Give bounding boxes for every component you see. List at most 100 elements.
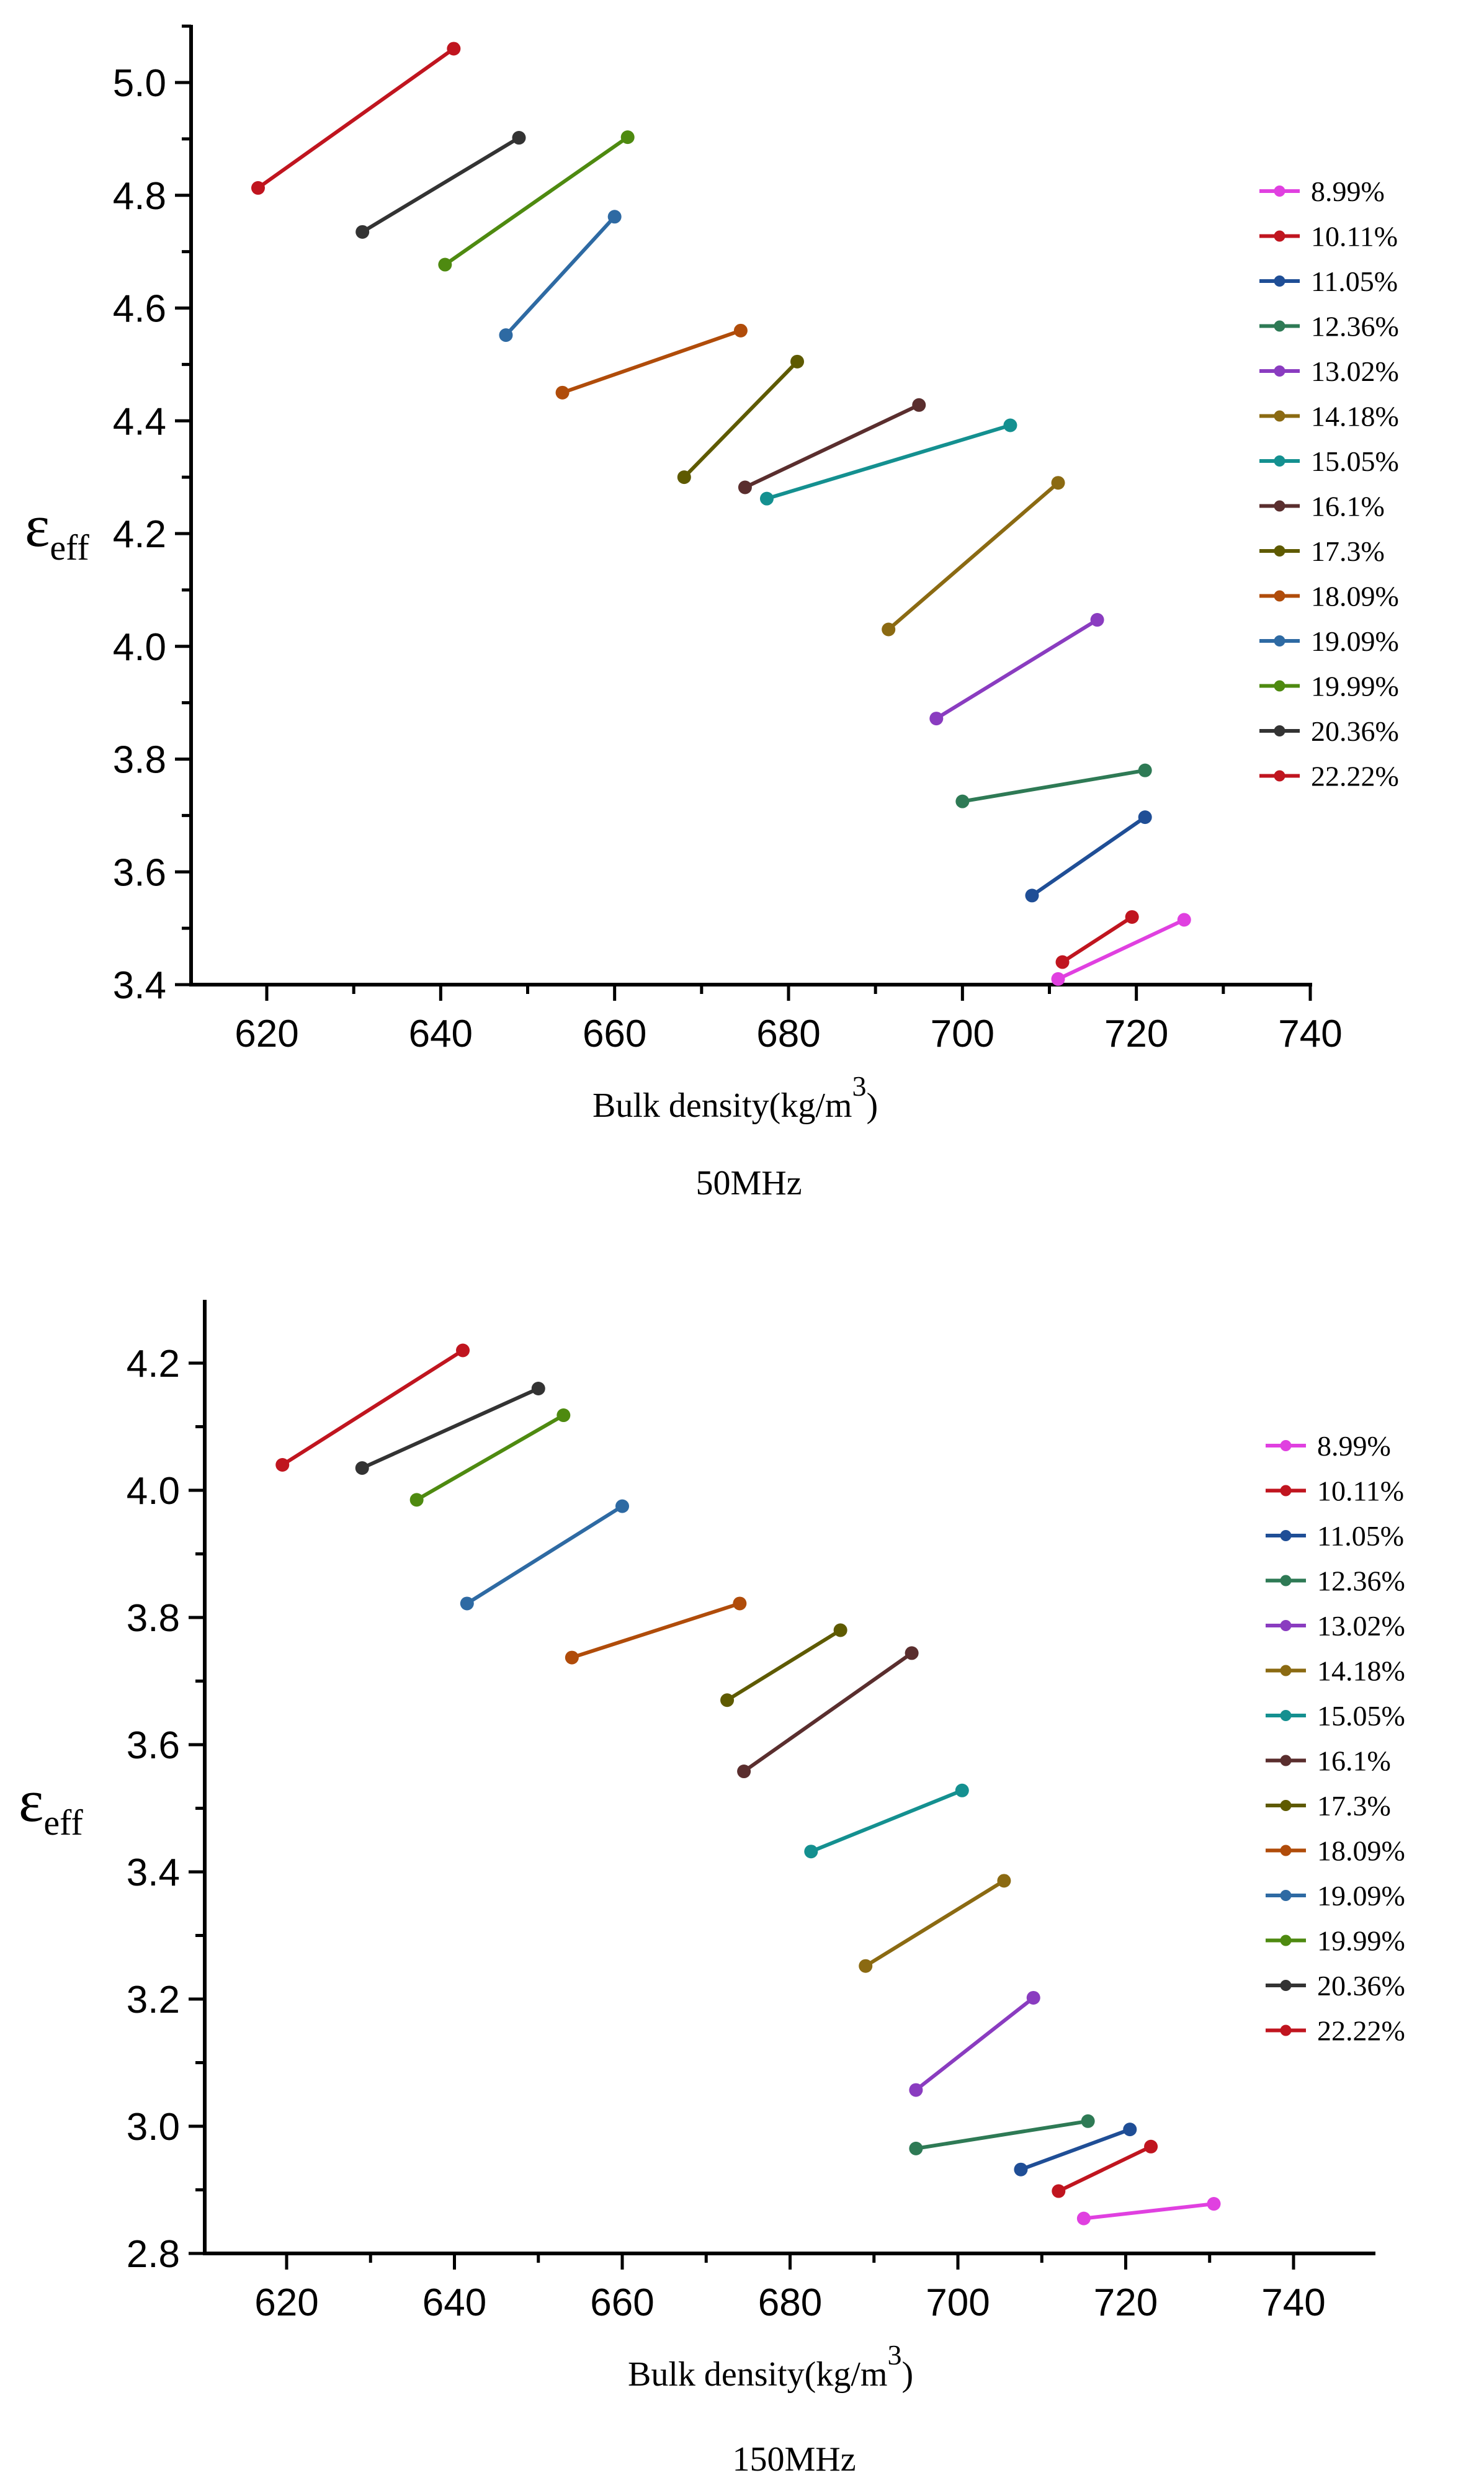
series-line [744,403,920,490]
y-tick-label: 4.4 [113,400,166,443]
series-line [361,1387,539,1470]
legend-swatch-marker [1280,1620,1292,1631]
legend-swatch-marker [1274,590,1285,602]
data-point [447,42,461,56]
x-tick-label: 700 [931,1013,995,1055]
legend-swatch-marker [1280,1890,1292,1901]
x-tick-label: 680 [756,1013,820,1055]
data-point [355,1461,369,1475]
data-point [1055,955,1070,969]
data-point [1026,1990,1040,2005]
series-11-05pct [1014,2123,1137,2177]
legend-item: 17.3% [1266,1790,1391,1822]
data-point [955,1783,969,1797]
series-18-09pct [565,1596,747,1665]
legend-swatch-marker [1280,1710,1292,1721]
y-tick-label: 3.2 [127,1979,180,2021]
data-point [1177,913,1191,927]
series-line [810,1789,963,1853]
data-point [499,328,513,342]
data-point [1051,476,1065,490]
legend-item: 11.05% [1259,266,1398,297]
series-line [466,1505,624,1605]
legend-swatch-marker [1274,500,1285,512]
series-line [864,1879,1005,1968]
data-point [997,1874,1011,1888]
legend-swatch-marker [1274,320,1285,332]
x-tick-label: 740 [1278,1013,1342,1055]
series-13-02pct [909,1990,1040,2097]
data-point [909,2083,923,2097]
legend-label: 19.09% [1311,625,1399,657]
series-19-09pct [460,1499,629,1611]
data-point [1207,2197,1221,2211]
y-tick-label: 4.8 [113,175,166,218]
y-tick-label: 3.8 [127,1597,180,1640]
legend-label: 20.36% [1317,1970,1405,2002]
legend-swatch-marker [1280,1935,1292,1946]
legend-label: 19.99% [1311,671,1399,702]
data-point [733,323,748,338]
y-tick-label: 3.8 [113,739,166,782]
legend-label: 12.36% [1317,1565,1405,1597]
legend-swatch-marker [1280,2024,1292,2036]
y-tick-label: 3.4 [113,964,166,1007]
chart-150mhz: 620 640 660 680 700 720 740 2.8 3.0 3.2 3.4 3.6 3.8… [19,1300,1405,2479]
legend-label: 16.1% [1311,491,1385,522]
series-17-3pct [720,1623,847,1707]
legend-item: 13.02% [1266,1610,1405,1642]
data-point [531,1382,545,1395]
series-19-09pct [499,210,622,342]
chart-caption: 50MHz [695,1164,802,1202]
legend-label: 8.99% [1317,1430,1391,1462]
legend-item: 10.11% [1259,221,1398,253]
series-line [257,47,455,190]
legend: 8.99% 10.11% 11.05% 12.36% 13.02% 14.18% 15.05… [1266,1430,1405,2047]
data-point [409,1493,424,1507]
data-point [737,1765,751,1779]
legend-item: 22.22% [1266,2015,1405,2047]
data-point [1123,2123,1137,2137]
legend-item: 19.99% [1266,1925,1405,1957]
legend-label: 20.36% [1311,715,1399,747]
legend-label: 10.11% [1311,221,1398,253]
series-22-22pct [251,42,461,195]
x-tick-label: 720 [1104,1013,1168,1055]
data-point [438,257,452,272]
data-point [456,1343,470,1358]
data-point [955,794,970,808]
x-tick-label: 660 [583,1013,646,1055]
legend-swatch-marker [1280,1755,1292,1766]
series-8-99pct [1076,2197,1221,2226]
legend-item: 14.18% [1259,401,1399,432]
x-tick-label: 740 [1261,2281,1325,2324]
legend-swatch-marker [1274,725,1285,736]
legend-swatch-marker [1274,545,1285,557]
legend-swatch-marker [1280,1665,1292,1676]
x-tick-label: 720 [1094,2281,1158,2324]
legend-item: 16.1% [1259,491,1385,522]
legend-swatch-marker [1280,1575,1292,1586]
series-10-11pct [1052,2139,1158,2198]
data-point [460,1596,474,1611]
legend-label: 22.22% [1311,761,1399,792]
series-15-05pct [759,418,1017,506]
series-line [915,2119,1089,2150]
legend-swatch-marker [1280,1530,1292,1541]
series-line [361,136,521,234]
legend-swatch-marker [1280,1980,1292,1991]
legend-item: 18.09% [1259,581,1399,612]
series-line [726,1628,842,1702]
data-point [355,225,370,239]
data-point [912,398,926,412]
data-point [275,1458,290,1472]
series-line [682,360,799,479]
legend-label: 13.02% [1311,356,1399,387]
y-tick-label: 4.6 [113,288,166,331]
series-22-22pct [275,1343,470,1472]
series-line [561,329,741,395]
legend-swatch-marker [1274,410,1285,422]
y-tick-label: 4.2 [127,1343,180,1385]
data-point [607,210,622,224]
legend-swatch-marker [1274,635,1285,646]
